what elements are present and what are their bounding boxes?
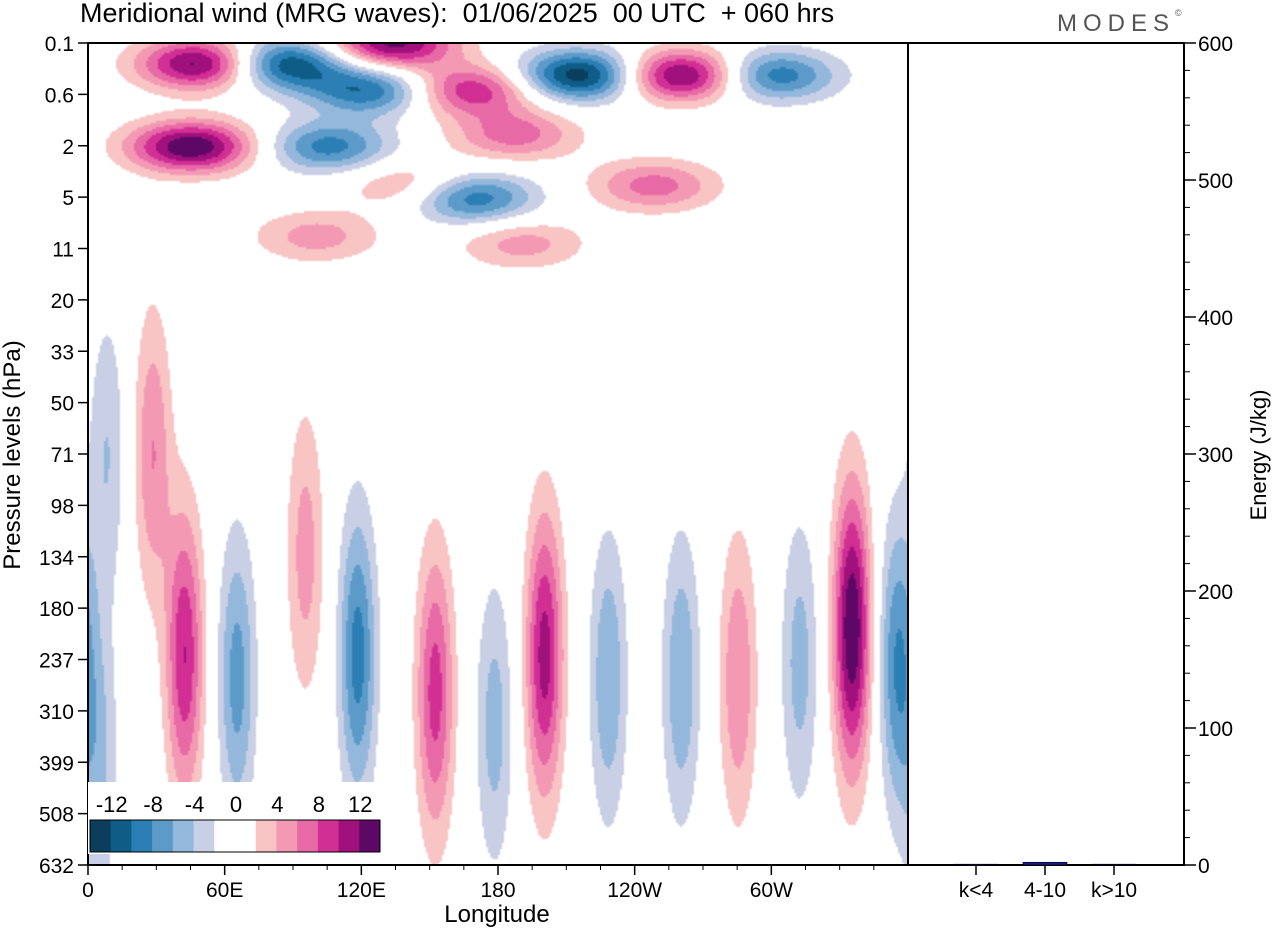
y-tick-label: 399	[39, 752, 74, 775]
y-tick-label: 180	[39, 598, 74, 621]
x-tick-label: 180	[480, 879, 515, 902]
y-tick-label: 11	[52, 239, 74, 262]
energy-frame	[907, 42, 1185, 866]
y-tick-label: 98	[51, 495, 74, 518]
logo-text: MODES	[1057, 10, 1176, 37]
x-tick-label: 60E	[206, 879, 243, 902]
y-tick-label: 134	[39, 547, 74, 570]
pressure-axis: 0.1 0.6 2 5 11 20 33 50 71 98 134 180 237 310 399 508 63…	[39, 33, 88, 878]
chart-title: Meridional wind (MRG waves): 01/06/2025 …	[80, 0, 835, 28]
colorbar-swatch	[297, 820, 319, 852]
colorbar-label: 12	[348, 792, 372, 817]
energy-axis-label: Energy (J/kg)	[1246, 390, 1271, 521]
y-tick-label: 0.6	[45, 84, 74, 107]
y-tick-label: 0.1	[45, 33, 74, 56]
colorbar-swatch	[110, 820, 132, 852]
energy-bars: k<4 4-10 k>10	[953, 861, 1137, 902]
x-axis-label: Longitude	[444, 901, 549, 928]
y-tick-label: 33	[51, 341, 74, 364]
colorbar-swatch	[235, 820, 257, 852]
colorbar-swatch	[255, 820, 277, 852]
y-axis-label: Pressure levels (hPa)	[0, 340, 26, 569]
colorbar-label: 4	[271, 792, 283, 817]
y-tick-label: 310	[39, 701, 74, 724]
colorbar-swatch	[172, 820, 195, 852]
energy-tick-label: 100	[1198, 718, 1233, 741]
colorbar-swatch	[338, 820, 360, 852]
y-tick-label: 71	[51, 444, 74, 467]
modes-logo: MODES©	[1057, 8, 1182, 38]
colorbar-outline	[89, 819, 381, 853]
energy-tick-label: 500	[1198, 170, 1233, 193]
colorbar-swatch	[276, 820, 298, 852]
colorbar-swatch	[193, 820, 215, 852]
energy-tick-label: 400	[1198, 307, 1233, 330]
y-tick-label: 20	[51, 290, 74, 313]
energy-category-label: k<4	[959, 879, 994, 902]
energy-tick-label: 0	[1198, 855, 1210, 878]
colorbar-label: -12	[96, 792, 128, 817]
energy-bar	[953, 863, 999, 866]
energy-bar	[1022, 861, 1068, 866]
colorbar-swatch	[214, 820, 236, 852]
copyright-mark: ©	[1175, 8, 1182, 18]
y-tick-label: 5	[62, 187, 74, 210]
energy-category-label: 4-10	[1024, 879, 1066, 902]
colorbar: -12 -8 -4 0 4 8 12	[88, 782, 382, 854]
colorbar-label: -4	[185, 792, 205, 817]
y-tick-label: 237	[39, 650, 74, 673]
energy-bar	[1091, 863, 1137, 866]
colorbar-swatch	[317, 820, 340, 852]
x-tick-label: 120E	[337, 879, 386, 902]
colorbar-label: 8	[313, 792, 325, 817]
meridional-wind-field	[88, 43, 908, 865]
y-tick-label: 2	[62, 136, 74, 159]
x-tick-label: 120W	[607, 879, 662, 902]
x-tick-label: 60W	[750, 879, 793, 902]
y-tick-label: 632	[39, 855, 74, 878]
x-tick-label: 0	[82, 879, 94, 902]
energy-tick-label: 200	[1198, 581, 1233, 604]
y-tick-label: 508	[39, 804, 74, 827]
colorbar-label: -8	[143, 792, 163, 817]
energy-tick-label: 300	[1198, 444, 1233, 467]
colorbar-swatch	[359, 820, 381, 852]
colorbar-swatch	[90, 820, 112, 852]
y-tick-label: 50	[51, 393, 74, 416]
energy-category-label: k>10	[1091, 879, 1137, 902]
energy-axis: 0 100 200 300 400 500 600	[1184, 33, 1233, 878]
energy-tick-label: 600	[1198, 33, 1233, 56]
colorbar-label: 0	[230, 792, 242, 817]
colorbar-swatch	[131, 820, 153, 852]
colorbar-swatch	[152, 820, 174, 852]
heatmap-plot	[88, 43, 908, 865]
longitude-axis: 0 60E 120E 180 120W 60W	[82, 865, 875, 902]
